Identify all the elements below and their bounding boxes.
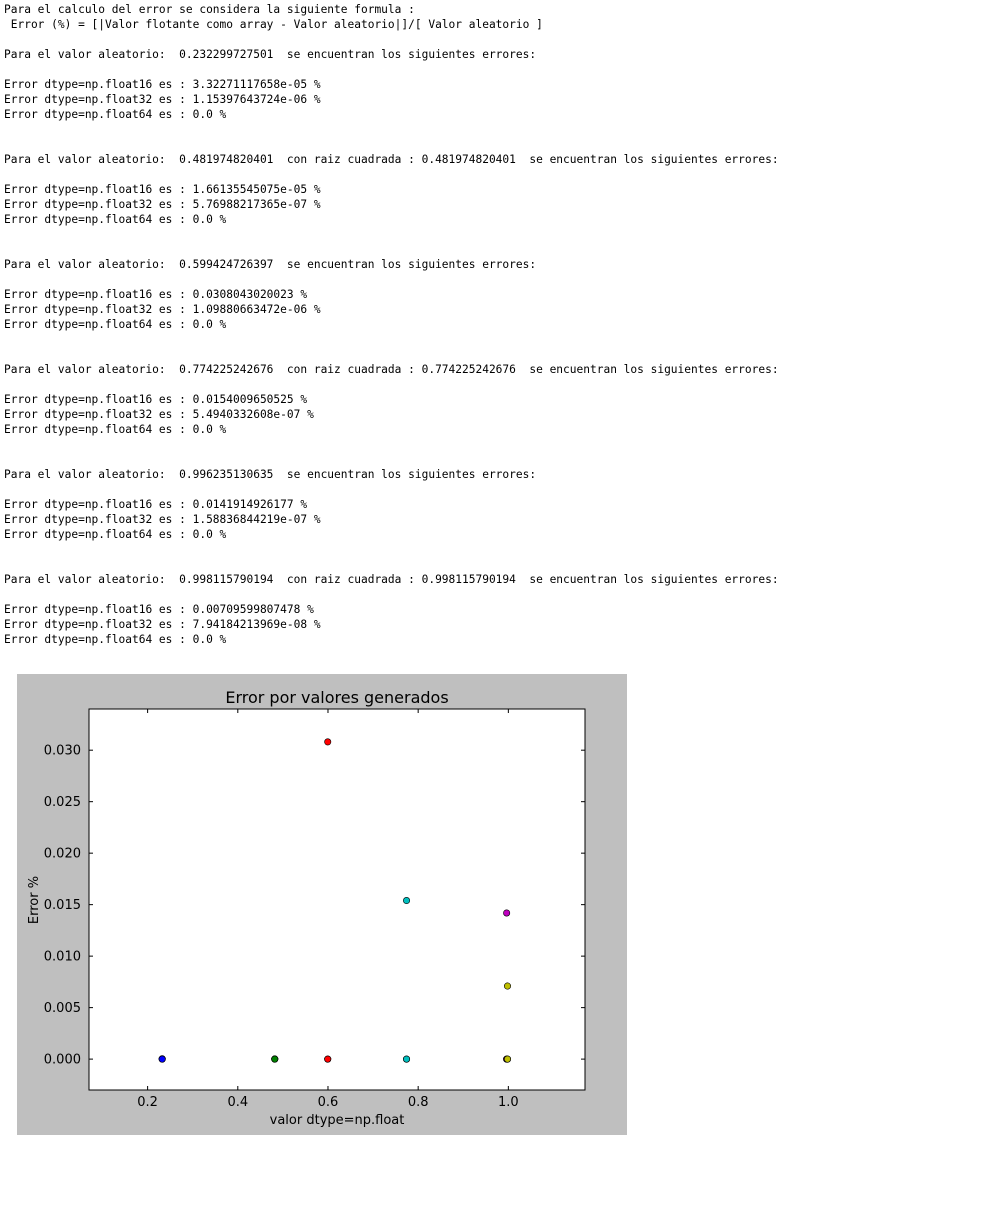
- y-tick-label: 0.030: [44, 744, 81, 759]
- output-line: Error dtype=np.float64 es : 0.0 %: [4, 528, 227, 541]
- y-tick-label: 0.005: [44, 1001, 81, 1016]
- output-line: Para el valor aleatorio: 0.998115790194 …: [4, 573, 779, 586]
- output-line: [4, 272, 779, 287]
- output-line: [4, 347, 779, 362]
- axes-background: [88, 708, 586, 1091]
- data-point: [503, 982, 511, 990]
- output-line: Error dtype=np.float32 es : 7.9418421396…: [4, 618, 321, 631]
- output-line: [4, 32, 779, 47]
- x-tick-label: 0.2: [137, 1095, 158, 1110]
- x-tick-label: 0.6: [318, 1095, 339, 1110]
- output-line: Error dtype=np.float64 es : 0.0 %: [4, 318, 227, 331]
- output-line: [4, 62, 779, 77]
- y-tick-label: 0.015: [44, 898, 81, 913]
- output-line: Error dtype=np.float64 es : 0.0 %: [4, 423, 227, 436]
- chart-figure: 0.000 0.005 0.010 0.015 0.020 0.025 0.030 0.2 0…: [17, 674, 627, 1135]
- output-line: Para el valor aleatorio: 0.232299727501 …: [4, 48, 537, 61]
- output-line: Error dtype=np.float16 es : 0.0154009650…: [4, 393, 308, 406]
- output-line: Para el valor aleatorio: 0.481974820401 …: [4, 153, 779, 166]
- x-axis-label: valor dtype=np.float: [270, 1113, 405, 1128]
- output-line: Error dtype=np.float16 es : 1.6613554507…: [4, 183, 321, 196]
- data-point: [403, 1055, 411, 1063]
- output-line: [4, 122, 779, 137]
- output-line: Error dtype=np.float64 es : 0.0 %: [4, 108, 227, 121]
- chart-title: Error por valores generados: [225, 688, 448, 707]
- data-point: [503, 1055, 511, 1063]
- output-line: Error dtype=np.float32 es : 5.7698821736…: [4, 198, 321, 211]
- y-tick-label: 0.000: [44, 1053, 81, 1068]
- output-line: [4, 557, 779, 572]
- output-line: Error (%) = [|Valor flotante como array …: [4, 18, 543, 31]
- output-line: [4, 332, 779, 347]
- output-line: [4, 542, 779, 557]
- x-tick-label: 1.0: [498, 1095, 519, 1110]
- output-line: Para el calculo del error se considera l…: [4, 3, 415, 16]
- data-point: [403, 897, 411, 905]
- output-line: Error dtype=np.float32 es : 1.0988066347…: [4, 303, 321, 316]
- y-tick-label: 0.010: [44, 950, 81, 965]
- output-line: Error dtype=np.float64 es : 0.0 %: [4, 633, 227, 646]
- data-point: [324, 738, 332, 746]
- output-line: Error dtype=np.float16 es : 3.3227111765…: [4, 78, 321, 91]
- output-line: [4, 587, 779, 602]
- y-tick-label: 0.020: [44, 847, 81, 862]
- output-line: [4, 242, 779, 257]
- output-line: Error dtype=np.float32 es : 1.5883684421…: [4, 513, 321, 526]
- data-point: [271, 1055, 279, 1063]
- data-point: [324, 1055, 332, 1063]
- output-line: [4, 377, 779, 392]
- output-line: Para el valor aleatorio: 0.996235130635 …: [4, 468, 537, 481]
- output-line: Para el valor aleatorio: 0.774225242676 …: [4, 363, 779, 376]
- output-line: [4, 137, 779, 152]
- output-line: Error dtype=np.float32 es : 1.1539764372…: [4, 93, 321, 106]
- x-ticks: 0.2 0.4 0.6 0.8 1.0: [137, 709, 519, 1110]
- output-line: [4, 437, 779, 452]
- output-line: Error dtype=np.float32 es : 5.4940332608…: [4, 408, 314, 421]
- output-line: Error dtype=np.float16 es : 0.0308043020…: [4, 288, 308, 301]
- output-line: [4, 167, 779, 182]
- x-tick-label: 0.8: [408, 1095, 429, 1110]
- console-output: Para el calculo del error se considera l…: [4, 2, 779, 647]
- output-line: Para el valor aleatorio: 0.599424726397 …: [4, 258, 537, 271]
- x-tick-label: 0.4: [227, 1095, 248, 1110]
- output-line: [4, 452, 779, 467]
- output-line: [4, 482, 779, 497]
- output-line: Error dtype=np.float64 es : 0.0 %: [4, 213, 227, 226]
- y-ticks: 0.000 0.005 0.010 0.015 0.020 0.025 0.030: [44, 744, 585, 1068]
- y-tick-label: 0.025: [44, 795, 81, 810]
- output-line: Error dtype=np.float16 es : 0.0070959980…: [4, 603, 314, 616]
- output-line: Error dtype=np.float16 es : 0.0141914926…: [4, 498, 308, 511]
- data-point: [158, 1055, 166, 1063]
- data-points: [158, 738, 511, 1063]
- y-axis-label: Error %: [27, 876, 42, 924]
- output-line: [4, 227, 779, 242]
- data-point: [503, 909, 511, 917]
